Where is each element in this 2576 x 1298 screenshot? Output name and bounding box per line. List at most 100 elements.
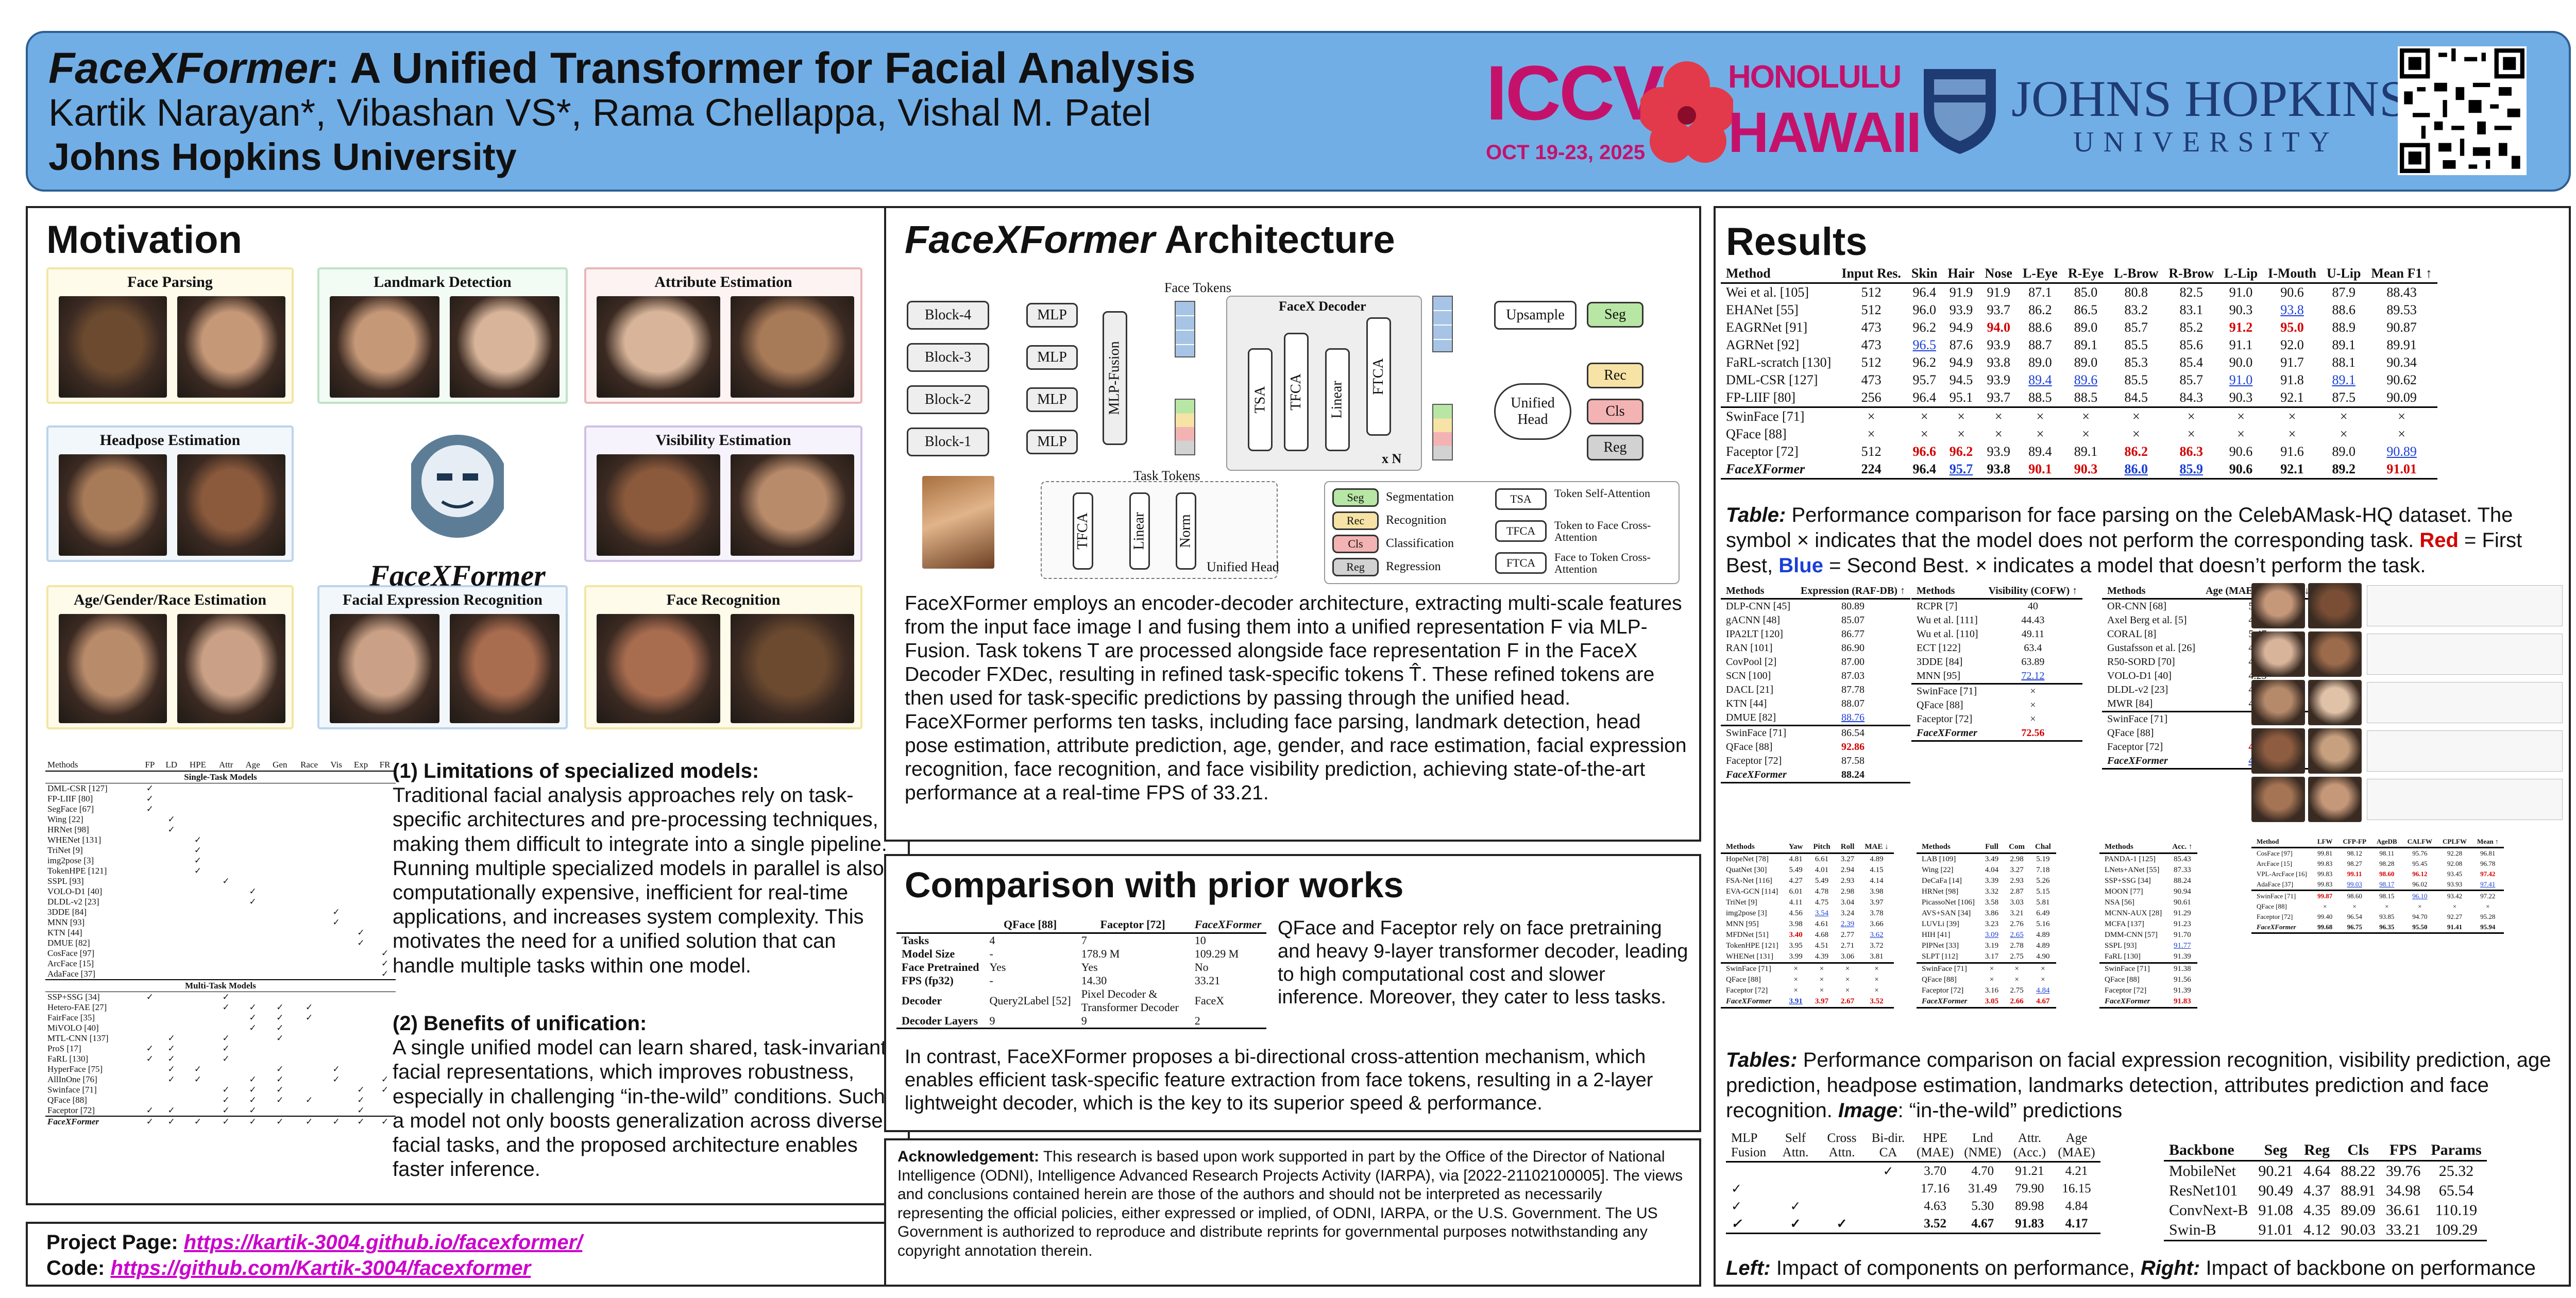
table-cell: 2.75	[2010, 952, 2024, 961]
column-header: QFace [88]	[984, 917, 1076, 934]
row-label: RCPR [7]	[1917, 601, 1958, 612]
column-header: MAE ↓	[1859, 842, 1894, 854]
table-cell: 91.70	[2173, 931, 2191, 939]
task-check: ✓	[222, 1085, 230, 1095]
face-parsing-table: Method Input Res. Skin Hair Nose L-Eye R-Eye L-…	[1721, 265, 2437, 480]
multi-task-caption: Tables: Performance comparison on facial…	[1726, 1049, 2551, 1122]
table-cell: 96.4	[1912, 390, 1936, 405]
table-cell: 92.27	[2447, 913, 2463, 920]
table-cell: 93.45	[2447, 870, 2463, 878]
task-check	[348, 856, 374, 866]
row-label: SSPL [93]	[2105, 942, 2137, 950]
acknowledgement-text: Acknowledgement: This research is based …	[897, 1148, 1683, 1259]
table-cell: 4	[989, 934, 995, 947]
row-label: ConvNext-B	[2169, 1202, 2248, 1219]
task-table-row: MTL-CNN [137] ✓ ✓ ✓	[45, 1033, 396, 1044]
column-header: Methods	[1917, 842, 1980, 854]
table-cell: 88.5	[2074, 390, 2098, 405]
task-check: ✓	[167, 1054, 175, 1064]
task-check	[294, 1074, 325, 1085]
task-check	[213, 897, 239, 907]
table-header: Methods Acc. ↑	[2099, 842, 2198, 854]
face-sample-image	[450, 614, 560, 723]
task-card: Facial Expression Recognition	[317, 585, 568, 729]
column-header: Chal	[2029, 842, 2056, 854]
table-cell: 85.0	[2074, 285, 2098, 300]
task-check	[266, 928, 294, 938]
task-check	[213, 886, 239, 897]
table-cell: ×	[2163, 406, 2219, 425]
column-header: HPE (MAE)	[1911, 1130, 1959, 1163]
table-row: MobileNet 90.21 4.64 88.22 39.76 25.32	[2164, 1161, 2487, 1182]
row-label: CORAL [8]	[2107, 628, 2157, 640]
row-label: SLPT [112]	[1922, 952, 1958, 961]
task-check	[183, 1095, 213, 1105]
column-header: Methods	[1721, 584, 1795, 600]
mlp-3: MLP	[1026, 345, 1078, 370]
table-cell: 99.87	[2312, 890, 2338, 901]
task-check	[325, 1033, 348, 1044]
task-check	[213, 969, 239, 980]
row-label: Swin-B	[2164, 1220, 2253, 1241]
task-check	[294, 907, 325, 917]
task-check	[348, 825, 374, 835]
task-check	[140, 1085, 160, 1095]
table-row: MCFA [137] 91.23	[2099, 919, 2197, 930]
table-cell: 89.0	[2074, 320, 2098, 335]
code-link[interactable]: https://github.com/Kartik-3004/facexform…	[110, 1257, 531, 1279]
task-check	[325, 938, 348, 948]
project-page-link[interactable]: https://kartik-3004.github.io/facexforme…	[183, 1231, 583, 1254]
links-panel: Project Page: https://kartik-3004.github…	[26, 1222, 910, 1287]
table-cell: 99.83	[2317, 870, 2333, 878]
table-cell: 33.21	[2380, 1220, 2426, 1241]
task-check: ✓	[276, 1064, 284, 1074]
table-cell: 88.22	[2341, 1163, 2376, 1180]
task-check	[239, 856, 266, 866]
table-cell: 85.07	[1841, 614, 1865, 626]
table-cell: 90.09	[2386, 390, 2417, 405]
row-label: ArcFace [15]	[2257, 860, 2292, 867]
qr-code[interactable]	[2398, 46, 2527, 175]
legend-label: Recognition	[1386, 514, 1447, 527]
table-cell: 4.14	[1870, 877, 1884, 885]
column-header: Lnd (NME)	[1959, 1130, 2007, 1163]
face-recognition-table: Method LFW CFP-FP AgeDB CALFW CPLFW Mean ↑ CosF…	[2251, 836, 2504, 934]
table-cell	[1865, 1180, 1911, 1198]
task-check	[348, 835, 374, 845]
row-label: LUVLi [39]	[1922, 920, 1959, 928]
table-cell: 85.5	[2124, 372, 2148, 387]
task-check	[140, 917, 160, 928]
table-cell: 88.24	[2173, 877, 2191, 885]
motivation-panel: Motivation Face Parsing Landmark Detectio…	[26, 206, 910, 1205]
face-sample-image	[597, 454, 720, 556]
table-row: TriNet [9] 4.11 4.75 3.04 3.97	[1721, 897, 1894, 908]
row-label: SwinFace [71]	[1721, 406, 1837, 425]
table-row: Wu et al. [110] 49.11	[1911, 627, 2082, 641]
task-check: ✓	[249, 1074, 257, 1084]
task-check: ✓	[249, 1117, 257, 1126]
row-label: SwinFace [71]	[1911, 683, 1984, 698]
table-cell: 86.90	[1841, 642, 1865, 654]
task-check	[294, 835, 325, 845]
task-check	[183, 928, 213, 938]
method-name: WHENet [131]	[47, 835, 101, 845]
table-cell: 98.27	[2347, 860, 2362, 867]
table-cell: 4.78	[1815, 887, 1829, 896]
table-row: Faceptor [72] 512 96.6 96.2 93.9 89.4 89.1 86.2…	[1721, 443, 2437, 460]
table-cell: 3.39	[1985, 877, 1999, 885]
results-heading: Results	[1726, 220, 1868, 264]
task-check	[239, 804, 266, 814]
method-name: SegFace [67]	[47, 804, 94, 814]
table-cell: 34.98	[2385, 1182, 2421, 1199]
row-label: gACNN [48]	[1726, 614, 1780, 626]
method-name: SSPL [93]	[47, 876, 84, 886]
task-check	[325, 1105, 348, 1116]
row-label: 3DDE [84]	[1917, 656, 1963, 668]
legend-label: Segmentation	[1386, 490, 1454, 504]
table-cell: 93.9	[1949, 302, 1973, 317]
task-check: ✓	[276, 1074, 284, 1084]
column-header: Mean F1 ↑	[2366, 265, 2437, 284]
row-label: PIPNet [33]	[1922, 942, 1959, 950]
row-label: Wu et al. [110]	[1917, 628, 1978, 640]
prediction-output-box	[2367, 634, 2563, 675]
